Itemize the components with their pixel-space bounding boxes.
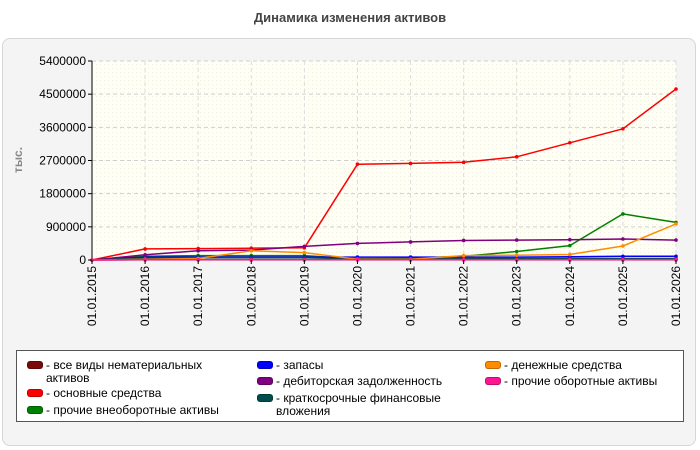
y-tick-label: 2700000 bbox=[39, 154, 86, 168]
x-tick-label: 01.01.2018 bbox=[244, 266, 258, 326]
data-point bbox=[461, 253, 466, 258]
legend-swatch bbox=[257, 377, 273, 385]
legend-item[interactable]: - все виды нематериальных активов bbox=[27, 359, 227, 385]
legend-item[interactable]: - прочие оборотные активы bbox=[485, 375, 680, 388]
data-point bbox=[568, 243, 572, 248]
legend-swatch bbox=[485, 361, 501, 369]
x-tick-label: 01.01.2016 bbox=[138, 266, 152, 326]
y-tick-label: 1800000 bbox=[39, 187, 86, 201]
legend: - все виды нематериальных активов - осно… bbox=[16, 350, 684, 422]
data-point bbox=[621, 237, 625, 241]
legend-item[interactable]: - запасы bbox=[257, 359, 457, 372]
y-tick-label: 5400000 bbox=[39, 54, 86, 68]
data-point bbox=[196, 248, 200, 253]
data-point bbox=[514, 155, 519, 159]
data-point bbox=[674, 222, 678, 226]
x-tick-label: 01.01.2021 bbox=[404, 266, 418, 326]
data-point bbox=[568, 237, 572, 242]
data-point bbox=[355, 162, 360, 166]
series-line bbox=[91, 238, 677, 261]
data-point bbox=[674, 238, 678, 242]
data-point bbox=[461, 257, 466, 262]
data-point bbox=[143, 253, 147, 257]
x-tick-label: 01.01.2026 bbox=[669, 266, 683, 326]
legend-swatch bbox=[27, 406, 43, 414]
y-tick-label: 4500000 bbox=[39, 87, 86, 101]
legend-item[interactable]: - краткосрочные финансовые вложения bbox=[257, 392, 462, 418]
data-point bbox=[249, 257, 254, 262]
data-point bbox=[461, 238, 466, 243]
x-tick-label: 01.01.2015 bbox=[85, 266, 99, 326]
x-tick-label: 01.01.2023 bbox=[510, 266, 524, 326]
data-point bbox=[302, 250, 307, 255]
data-point bbox=[302, 257, 307, 262]
data-point bbox=[302, 244, 307, 249]
legend-label: - запасы bbox=[276, 358, 324, 372]
data-point bbox=[514, 249, 519, 254]
data-point bbox=[461, 160, 466, 165]
data-point bbox=[674, 257, 678, 262]
legend-label: - все виды нематериальных активов bbox=[46, 358, 203, 385]
y-axis-label: тыс. bbox=[11, 147, 25, 173]
y-tick-label: 3600000 bbox=[39, 120, 86, 134]
x-tick-label: 01.01.2017 bbox=[191, 266, 205, 326]
legend-label: - прочие оборотные активы bbox=[504, 374, 658, 388]
data-point bbox=[408, 240, 413, 244]
legend-swatch bbox=[257, 361, 273, 369]
legend-swatch bbox=[485, 377, 501, 385]
data-point bbox=[514, 257, 519, 262]
data-point bbox=[621, 257, 625, 262]
y-tick-label: 0 bbox=[79, 253, 86, 267]
data-point bbox=[621, 244, 625, 248]
data-point bbox=[514, 238, 519, 242]
data-point bbox=[249, 248, 254, 253]
series-line bbox=[91, 88, 677, 261]
x-tick-label: 01.01.2022 bbox=[457, 266, 471, 326]
legend-label: - краткосрочные финансовые вложения bbox=[276, 391, 441, 418]
data-point bbox=[143, 257, 147, 262]
x-tick-label: 01.01.2020 bbox=[350, 266, 364, 326]
data-point bbox=[408, 161, 413, 166]
chart-title: Динамика изменения активов bbox=[253, 10, 447, 25]
data-point bbox=[514, 253, 519, 258]
legend-item[interactable]: - денежные средства bbox=[485, 359, 680, 372]
legend-label: - основные средства bbox=[46, 386, 162, 400]
series-line bbox=[91, 255, 676, 261]
legend-item[interactable]: - прочие внеоборотные активы bbox=[27, 404, 247, 417]
legend-swatch bbox=[27, 361, 43, 369]
data-point bbox=[674, 87, 678, 91]
legend-swatch bbox=[257, 394, 273, 402]
legend-label: - денежные средства bbox=[504, 358, 622, 372]
x-tick-label: 01.01.2019 bbox=[297, 266, 311, 326]
legend-item[interactable]: - дебиторская задолженность bbox=[257, 375, 477, 388]
legend-swatch bbox=[27, 389, 43, 397]
x-tick-label: 01.01.2025 bbox=[616, 266, 630, 326]
data-point bbox=[408, 257, 413, 262]
data-point bbox=[355, 257, 360, 262]
legend-item[interactable]: - основные средства bbox=[27, 387, 227, 400]
data-point bbox=[196, 257, 200, 262]
legend-label: - прочие внеоборотные активы bbox=[46, 403, 219, 417]
y-tick-label: 900000 bbox=[46, 220, 86, 234]
legend-label: - дебиторская задолженность bbox=[276, 374, 443, 388]
data-point bbox=[568, 257, 572, 262]
x-tick-label: 01.01.2024 bbox=[563, 266, 577, 326]
data-point bbox=[621, 212, 625, 216]
data-point bbox=[568, 252, 572, 257]
data-point bbox=[621, 127, 625, 131]
data-point bbox=[355, 241, 360, 246]
data-point bbox=[568, 141, 572, 145]
data-point bbox=[143, 247, 147, 251]
